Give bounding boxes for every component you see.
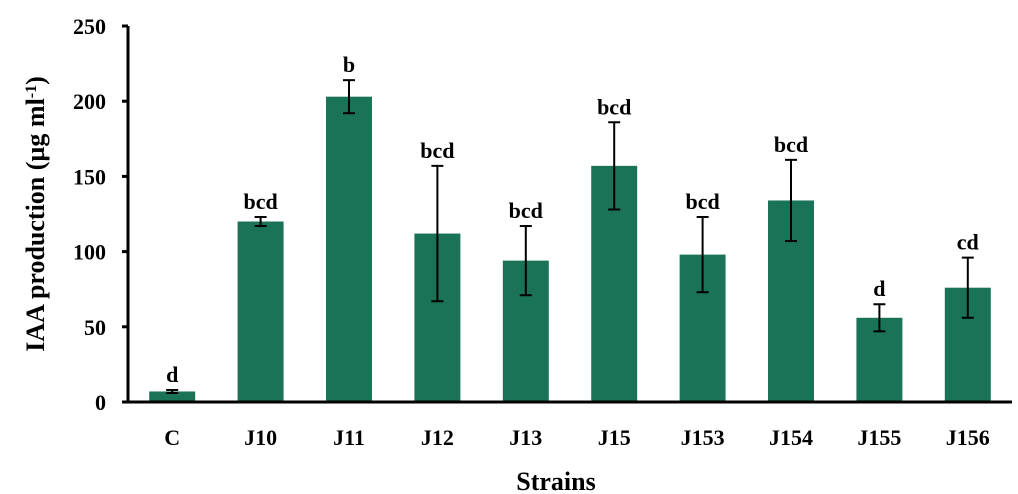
significance-label-j153: bcd [685, 189, 719, 214]
y-tick-label: 150 [73, 164, 106, 189]
x-tick-label-j156: J156 [946, 425, 990, 450]
error-bar-j153 [696, 216, 709, 294]
y-axis-title-superscript: -1 [23, 85, 40, 98]
significance-label-j15: bcd [597, 94, 631, 119]
significance-label-j12: bcd [420, 138, 454, 163]
x-tick-label-j12: J12 [421, 425, 454, 450]
x-tick-label-j15: J15 [598, 425, 631, 450]
bar-group [149, 96, 991, 403]
error-bar-j156 [961, 256, 974, 319]
error-bar-j154 [785, 158, 797, 243]
error-bar-j155 [873, 303, 886, 333]
error-bar-c [166, 388, 179, 394]
bar-j11 [326, 96, 372, 403]
significance-label-j154: bcd [774, 132, 808, 157]
significance-label-j10: bcd [243, 189, 277, 214]
y-axis-title: IAA production (µg ml-1) [21, 76, 50, 352]
y-tick-group: 0 50 100 150 200 250 [73, 14, 128, 415]
error-bar-j10 [254, 216, 267, 228]
x-tick-label-j154: J154 [769, 425, 813, 450]
error-bar-j15 [608, 121, 621, 211]
x-axis-title: Strains [516, 467, 595, 494]
significance-label-j13: bcd [509, 198, 543, 223]
x-tick-label-j153: J153 [681, 425, 725, 450]
x-tick-label-j155: J155 [857, 425, 901, 450]
error-bar-j13 [519, 225, 532, 297]
significance-label-group: d bcd b bcd bcd bcd bcd bcd d cd [166, 52, 979, 387]
x-tick-label-c: C [164, 425, 180, 450]
y-tick-label: 100 [73, 240, 106, 265]
x-tick-label-j10: J10 [244, 425, 277, 450]
significance-label-j155: d [873, 276, 885, 301]
bar-j10 [237, 221, 284, 402]
x-tick-group: C J10 J11 J12 J13 J15 J153 J154 J155 J156 [164, 425, 990, 450]
y-tick-label: 200 [73, 89, 106, 114]
y-axis-title-close: ) [21, 76, 50, 85]
significance-label-c: d [166, 362, 178, 387]
error-bar-group [166, 79, 974, 394]
bar-c [149, 391, 196, 402]
x-tick-label-j11: J11 [333, 425, 365, 450]
y-tick-label: 250 [73, 14, 106, 39]
error-bar-j11 [343, 79, 355, 115]
significance-label-j11: b [343, 52, 355, 77]
y-tick-label: 50 [84, 315, 106, 340]
y-tick-label: 0 [95, 390, 106, 415]
significance-label-j156: cd [957, 230, 979, 255]
x-tick-label-j13: J13 [509, 425, 542, 450]
y-axis-title-main: IAA production (µg ml [21, 98, 50, 352]
error-bar-j12 [431, 164, 444, 303]
